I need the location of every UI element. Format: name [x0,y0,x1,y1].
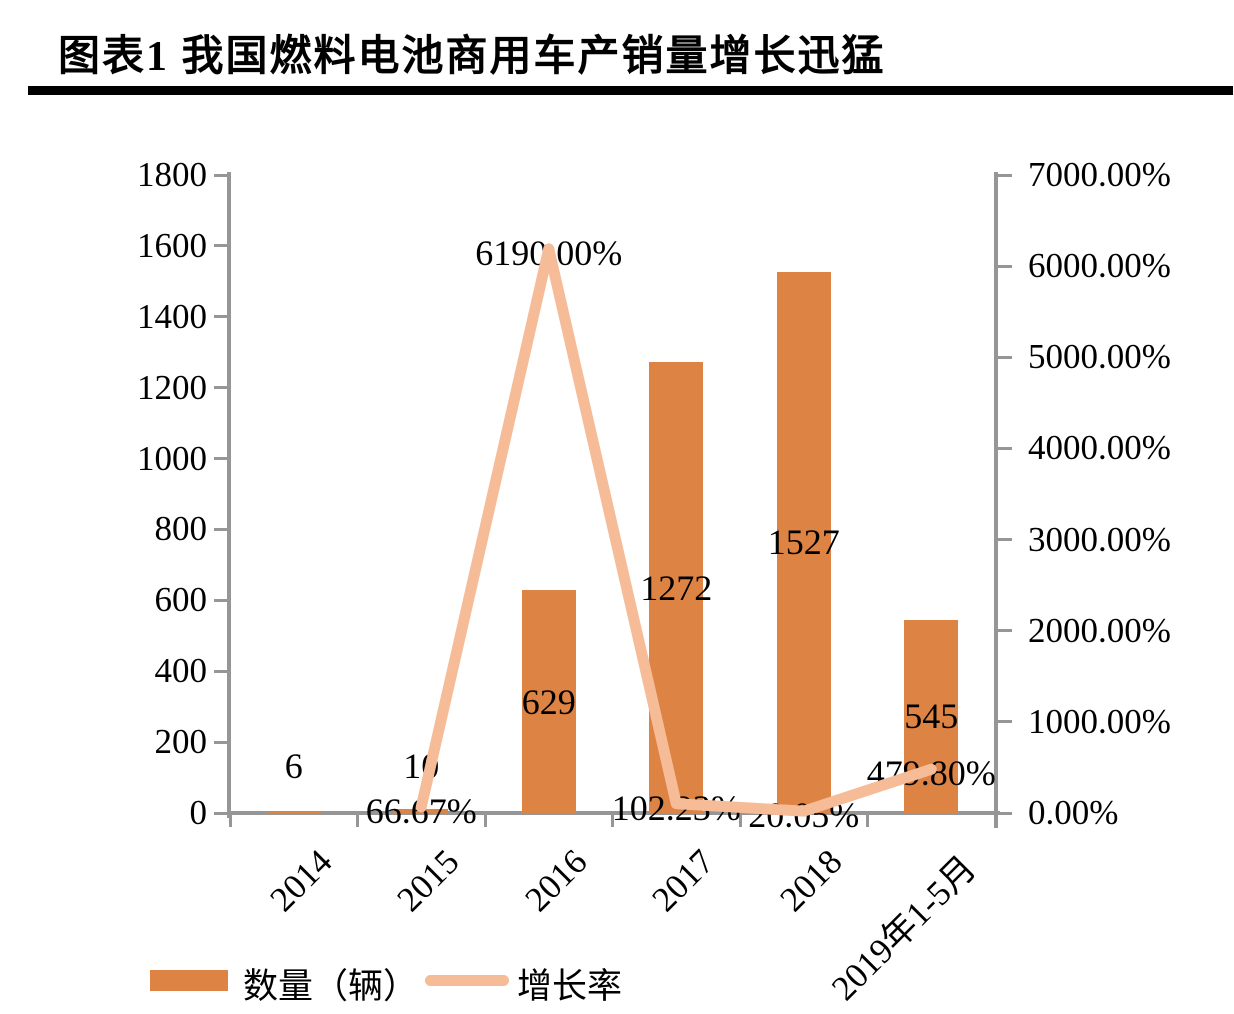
bottom-axis-tick [483,813,487,827]
right-axis-tick [996,720,1012,724]
right-axis-tick [996,538,1012,542]
left-axis-tick-label: 1200 [137,367,207,407]
x-axis-label-2017: 2017 [644,842,722,920]
line-value-label: 20.05% [748,795,860,836]
legend-line-label: 增长率 [517,967,623,1006]
right-axis-tick [996,264,1012,268]
bottom-axis-tick [866,813,869,827]
right-axis-tick-label: 4000.00% [1028,428,1171,468]
left-axis-tick [214,386,230,390]
right-axis-tick [996,355,1012,359]
left-axis-tick-label: 200 [154,722,208,762]
right-axis-tick [996,629,1012,633]
legend: 数量（辆） 增长率 [0,962,1234,1014]
x-axis-label-2018: 2018 [772,842,850,920]
bar-value-label: 10 [403,746,440,786]
bar-value-label: 1527 [767,522,840,563]
left-axis-tick-label: 1400 [137,296,207,336]
legend-line-swatch-icon [425,975,509,986]
left-axis-tick [214,811,230,815]
right-axis-tick-label: 1000.00% [1028,701,1171,741]
left-axis-tick [214,527,230,531]
right-axis-tick [996,811,1012,815]
bottom-axis-tick [356,813,359,827]
right-axis-tick [996,173,1012,177]
right-axis-tick-label: 0.00% [1028,793,1119,832]
right-axis-tick [996,446,1012,450]
left-axis-tick [214,457,230,461]
right-axis-tick-label: 7000.00% [1028,155,1171,194]
right-axis-tick-label: 3000.00% [1028,519,1171,559]
right-axis-tick-label: 5000.00% [1028,337,1171,377]
right-axis-line [994,172,998,828]
bar-value-label: 545 [904,696,959,737]
left-axis-tick [214,315,230,319]
left-axis-tick-label: 400 [154,651,208,691]
bottom-axis-tick [738,813,742,827]
bottom-axis-tick [611,813,614,827]
left-axis-tick [214,669,230,673]
right-axis-tick-label: 2000.00% [1028,610,1171,650]
left-axis-tick [214,173,230,177]
bar-value-label: 629 [521,681,576,722]
left-axis-tick-label: 600 [154,580,208,620]
x-axis-label-2016: 2016 [517,842,595,920]
line-value-label: 66.67% [365,790,477,831]
left-axis-tick [214,740,230,744]
left-axis-tick-label: 800 [154,509,208,549]
left-axis-tick-label: 1600 [137,225,207,265]
right-axis-tick-label: 6000.00% [1028,246,1171,286]
bottom-axis-tick [228,813,232,827]
bottom-axis-tick [993,813,997,827]
left-axis-tick-label: 1800 [137,155,207,194]
left-axis-tick-label: 1000 [137,438,207,478]
line-value-label: 479.80% [866,753,996,794]
bar-value-label: 6 [284,746,303,786]
x-axis-label-2015: 2015 [389,842,467,920]
left-axis-tick-label: 0 [189,793,208,832]
bar-2014 [266,810,321,813]
bar-value-label: 1272 [640,567,713,608]
legend-bar-swatch-icon [150,970,228,991]
line-value-label: 6190.00% [475,232,623,273]
left-axis-tick [214,598,230,602]
left-axis-line [227,172,231,818]
page-title: 图表1 我国燃料电池商用车产销量增长迅猛 [58,34,886,80]
legend-bar-label: 数量（辆） [243,967,419,1006]
x-axis-label-2014: 2014 [262,842,340,920]
title-underline-rule [28,86,1233,95]
line-value-label: 102.23% [611,787,741,828]
left-axis-tick [214,244,230,248]
